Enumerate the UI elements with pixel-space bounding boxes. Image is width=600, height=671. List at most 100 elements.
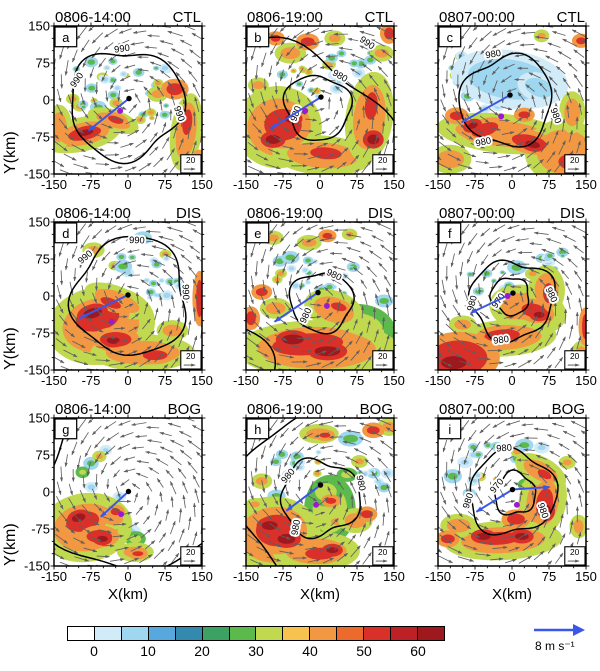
x-tick-label: 75 bbox=[157, 177, 173, 192]
panel-row-bog: Y(km) 150 75 0 -75 -150 0806-14:00 BOG 20 g -1… bbox=[0, 394, 600, 608]
panel-plot: 99098098020b bbox=[242, 22, 398, 178]
x-tick-label: 75 bbox=[157, 373, 173, 388]
x-tick-label: -75 bbox=[81, 177, 101, 192]
x-tick-label: 75 bbox=[541, 177, 557, 192]
x-tick-label: -75 bbox=[273, 177, 293, 192]
x-tick-label: 150 bbox=[575, 569, 597, 584]
colorbar bbox=[67, 626, 445, 641]
x-axis-ticks: -150 -75 0 75 150 bbox=[41, 174, 213, 198]
x-axis-ticks: -150 -75 0 75 150 bbox=[425, 566, 597, 590]
x-axis-ticks: -150 -75 0 75 150 bbox=[41, 566, 213, 590]
panel-c: 0807-00:00 CTL 980 980 980 20 c -150 -75 0 75 150 bbox=[425, 2, 597, 198]
x-axis-ticks: -150 -75 0 75 150 bbox=[233, 370, 405, 394]
svg-text:990: 990 bbox=[129, 235, 145, 246]
panel-experiment: DIS bbox=[367, 205, 393, 222]
svg-text:20: 20 bbox=[570, 155, 580, 165]
panel-plot: 98098098097020f bbox=[434, 218, 590, 374]
panel-experiment: BOG bbox=[167, 401, 201, 418]
panel-row-dis: Y(km) 150 75 0 -75 -150 0806-14:00 DIS 990 990… bbox=[0, 198, 600, 394]
x-tick-label: -150 bbox=[424, 373, 452, 388]
colorbar-tick: 60 bbox=[410, 643, 426, 659]
x-tick-label: -150 bbox=[232, 569, 260, 584]
colorbar-cell bbox=[93, 627, 121, 640]
x-tick-label: -75 bbox=[81, 569, 101, 584]
svg-text:990: 990 bbox=[114, 43, 131, 55]
panel-h: 0806-19:00 BOG 980 980 980 20 h -150 -75 0 75 150… bbox=[233, 394, 405, 608]
svg-text:g: g bbox=[62, 422, 69, 437]
wind-scale-label: 8 m s⁻¹ bbox=[535, 639, 575, 653]
svg-text:980: 980 bbox=[493, 334, 510, 346]
x-tick-label: -75 bbox=[465, 177, 485, 192]
panel-experiment: DIS bbox=[559, 205, 585, 222]
colorbar-cell bbox=[68, 627, 94, 640]
x-tick-label: 0 bbox=[124, 569, 132, 584]
panel-time: 0807-00:00 bbox=[439, 9, 515, 26]
panel-time: 0806-14:00 bbox=[55, 9, 131, 26]
colorbar-cell bbox=[174, 627, 202, 640]
svg-text:d: d bbox=[62, 226, 69, 241]
colorbar-cell bbox=[147, 627, 175, 640]
svg-text:20: 20 bbox=[186, 155, 196, 165]
panel-g: 0806-14:00 BOG 20 g -150 -75 0 75 150 X(km) bbox=[41, 394, 213, 608]
wind-scale: 8 m s⁻¹ bbox=[523, 622, 595, 653]
svg-text:980: 980 bbox=[496, 443, 512, 454]
x-tick-label: 75 bbox=[541, 569, 557, 584]
colorbar-cell bbox=[363, 627, 391, 640]
svg-text:e: e bbox=[254, 226, 261, 241]
svg-text:a: a bbox=[62, 30, 70, 45]
panel-time: 0806-19:00 bbox=[247, 9, 323, 26]
x-tick-label: 0 bbox=[124, 177, 132, 192]
svg-text:20: 20 bbox=[378, 547, 388, 557]
x-tick-label: 0 bbox=[316, 569, 324, 584]
y-tick-label: -75 bbox=[31, 325, 50, 341]
panel-e: 0806-19:00 DIS 980 980 20 e -150 -75 0 75 150 bbox=[233, 198, 405, 394]
colorbar-cell bbox=[201, 627, 229, 640]
panel-experiment: CTL bbox=[364, 9, 393, 26]
panel-experiment: DIS bbox=[175, 205, 201, 222]
colorbar-cell bbox=[228, 627, 256, 640]
colorbar-tick: 0 bbox=[90, 643, 98, 659]
x-tick-label: 150 bbox=[191, 569, 213, 584]
x-tick-label: -150 bbox=[40, 177, 68, 192]
panel-time: 0807-00:00 bbox=[439, 401, 515, 418]
colorbar-tick-labels: 0 10 20 30 40 50 60 bbox=[67, 643, 445, 661]
x-tick-label: 150 bbox=[383, 569, 405, 584]
svg-text:h: h bbox=[254, 422, 261, 437]
panel-experiment: CTL bbox=[172, 9, 201, 26]
panel-a: 0806-14:00 CTL 990 990 990 20 a -150 -75 0 75 150 bbox=[41, 2, 213, 198]
panel-time: 0806-14:00 bbox=[55, 205, 131, 222]
svg-text:20: 20 bbox=[186, 351, 196, 361]
x-tick-label: 150 bbox=[575, 177, 597, 192]
x-tick-label: 0 bbox=[508, 177, 516, 192]
y-tick-label: -150 bbox=[23, 558, 50, 574]
panel-time: 0806-19:00 bbox=[247, 205, 323, 222]
panel-time: 0807-00:00 bbox=[439, 205, 515, 222]
colorbar-tick: 30 bbox=[248, 643, 264, 659]
x-tick-label: -75 bbox=[465, 373, 485, 388]
x-tick-label: 75 bbox=[349, 569, 365, 584]
x-tick-label: 0 bbox=[124, 373, 132, 388]
panel-time: 0806-19:00 bbox=[247, 401, 323, 418]
y-tick-label: 150 bbox=[28, 410, 50, 426]
panel-time: 0806-14:00 bbox=[55, 401, 131, 418]
x-tick-label: -150 bbox=[232, 177, 260, 192]
x-tick-label: -150 bbox=[40, 569, 68, 584]
x-tick-label: 75 bbox=[157, 569, 173, 584]
y-axis-ticks: 150 75 0 -75 -150 bbox=[16, 19, 50, 182]
svg-text:20: 20 bbox=[378, 351, 388, 361]
x-tick-label: 0 bbox=[316, 177, 324, 192]
y-tick-label: 150 bbox=[28, 214, 50, 230]
panel-d: 0806-14:00 DIS 990 990 990 20 d -150 -75 0 75 150 bbox=[41, 198, 213, 394]
x-axis-label: X(km) bbox=[108, 586, 148, 603]
colorbar-tick: 40 bbox=[302, 643, 318, 659]
x-axis-ticks: -150 -75 0 75 150 bbox=[233, 566, 405, 590]
colorbar-tick: 50 bbox=[356, 643, 372, 659]
x-tick-label: -75 bbox=[273, 373, 293, 388]
colorbar-cell bbox=[120, 627, 148, 640]
x-axis-ticks: -150 -75 0 75 150 bbox=[233, 174, 405, 198]
